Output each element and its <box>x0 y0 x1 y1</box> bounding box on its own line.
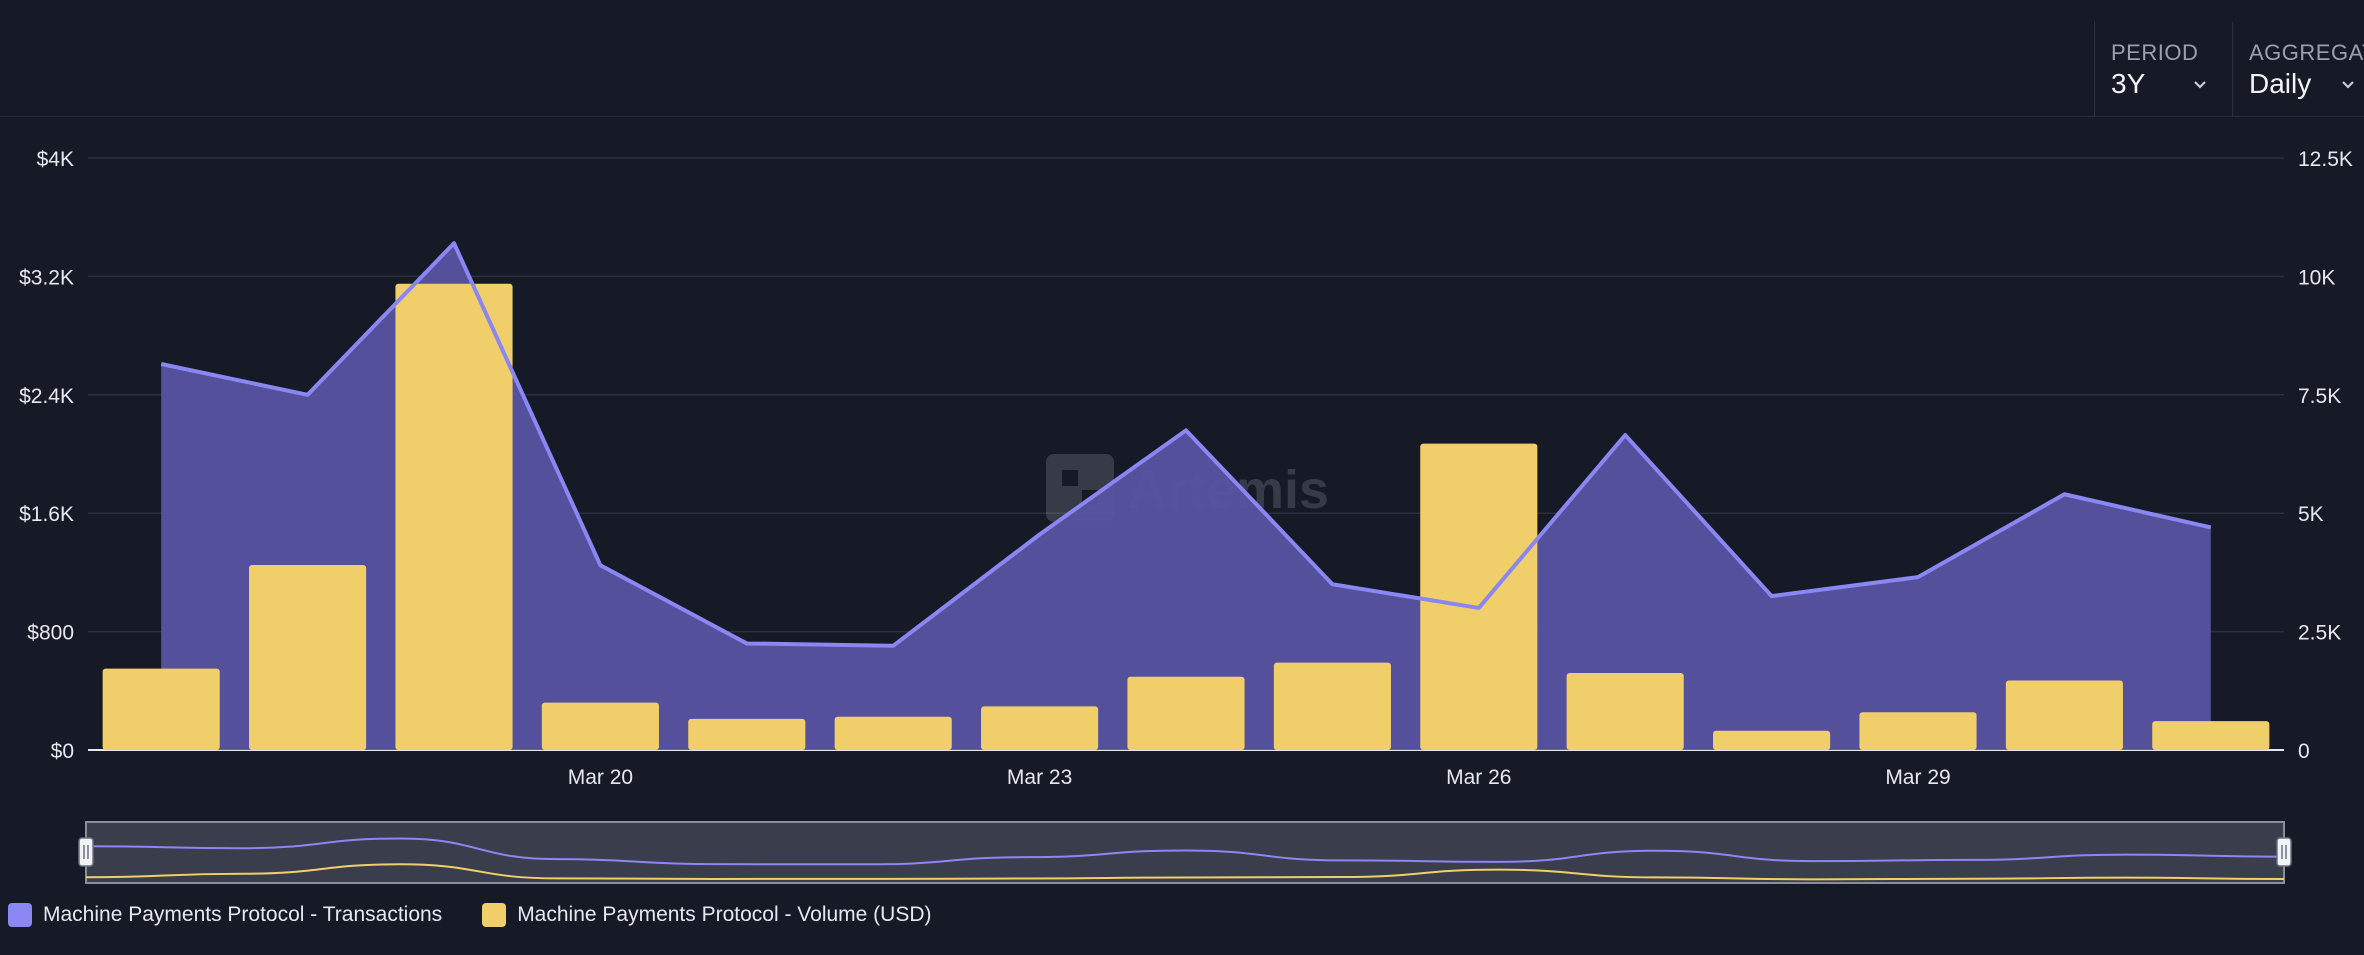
x-tick-label: Mar 29 <box>1885 766 1950 789</box>
aggregation-label: AGGREGAT <box>2249 40 2364 65</box>
legend-item-transactions[interactable]: Machine Payments Protocol - Transactions <box>8 903 442 927</box>
left-tick-label: $0 <box>51 740 74 763</box>
aggregation-selector[interactable]: AGGREGAT Daily <box>2232 22 2364 116</box>
left-tick-label: $3.2K <box>19 266 74 289</box>
left-tick-label: $2.4K <box>19 385 74 408</box>
volume-bar <box>1420 443 1538 750</box>
navigator-window <box>85 821 2285 884</box>
watermark-logo-cutout <box>1062 470 1078 486</box>
legend-swatch-transactions <box>8 903 32 927</box>
right-tick-label: 0 <box>2298 740 2310 763</box>
volume-bar <box>1127 676 1245 750</box>
navigator-volume-line <box>85 863 2285 881</box>
navigator-right-handle[interactable] <box>2276 837 2292 867</box>
volume-bar <box>1859 712 1977 750</box>
volume-bar <box>2152 721 2270 750</box>
right-tick-label: 5K <box>2298 503 2324 526</box>
x-tick-label: Mar 26 <box>1446 766 1511 789</box>
volume-bar <box>1566 673 1684 750</box>
chevron-down-icon <box>2342 81 2354 89</box>
left-tick-label: $800 <box>27 622 74 645</box>
right-tick-label: 10K <box>2298 266 2335 289</box>
volume-bar <box>395 283 513 750</box>
period-selector[interactable]: PERIOD 3Y <box>2094 22 2232 116</box>
left-tick-label: $1.6K <box>19 503 74 526</box>
period-value: 3Y <box>2111 68 2146 99</box>
transactions-area <box>161 243 2211 751</box>
navigator-transactions-line <box>85 837 2285 866</box>
right-axis: 0 2.5K 5K 7.5K 10K 12.5K <box>2298 148 2353 763</box>
x-tick-label: Mar 20 <box>568 766 633 789</box>
aggregation-value: Daily <box>2249 68 2312 99</box>
legend-label-transactions: Machine Payments Protocol - Transactions <box>43 903 443 926</box>
volume-bar <box>834 716 952 750</box>
left-axis: $0 $800 $1.6K $2.4K $3.2K $4K <box>19 148 74 763</box>
volume-bar <box>1713 730 1831 750</box>
transactions-line-path <box>160 241 2212 648</box>
legend-label-volume: Machine Payments Protocol - Volume (USD) <box>517 903 932 926</box>
volume-bar <box>688 718 806 750</box>
right-tick-label: 2.5K <box>2298 622 2341 645</box>
volume-bars <box>102 283 2270 750</box>
legend: Machine Payments Protocol - Transactions… <box>8 900 972 930</box>
x-tick-label: Mar 23 <box>1007 766 1072 789</box>
right-tick-label: 12.5K <box>2298 148 2353 171</box>
range-navigator <box>78 821 2292 884</box>
volume-bar <box>2005 680 2123 750</box>
legend-swatch-volume <box>482 903 507 927</box>
transactions-area-fill <box>161 243 2211 751</box>
left-tick-label: $4K <box>37 148 74 171</box>
navigator-left-handle[interactable] <box>78 837 94 867</box>
chevron-down-icon <box>2194 81 2206 89</box>
top-bar: PERIOD 3Y AGGREGAT Daily <box>0 0 2364 117</box>
volume-bar <box>102 668 220 750</box>
volume-bar <box>541 702 659 750</box>
right-tick-label: 7.5K <box>2298 385 2341 408</box>
volume-bar <box>249 565 367 750</box>
x-axis: Mar 20 Mar 23 Mar 26 Mar 29 <box>568 766 1951 789</box>
volume-bar <box>1273 662 1391 750</box>
transactions-line <box>160 241 2212 648</box>
volume-bar <box>981 706 1099 750</box>
legend-item-volume[interactable]: Machine Payments Protocol - Volume (USD) <box>482 903 932 927</box>
period-label: PERIOD <box>2111 40 2199 65</box>
